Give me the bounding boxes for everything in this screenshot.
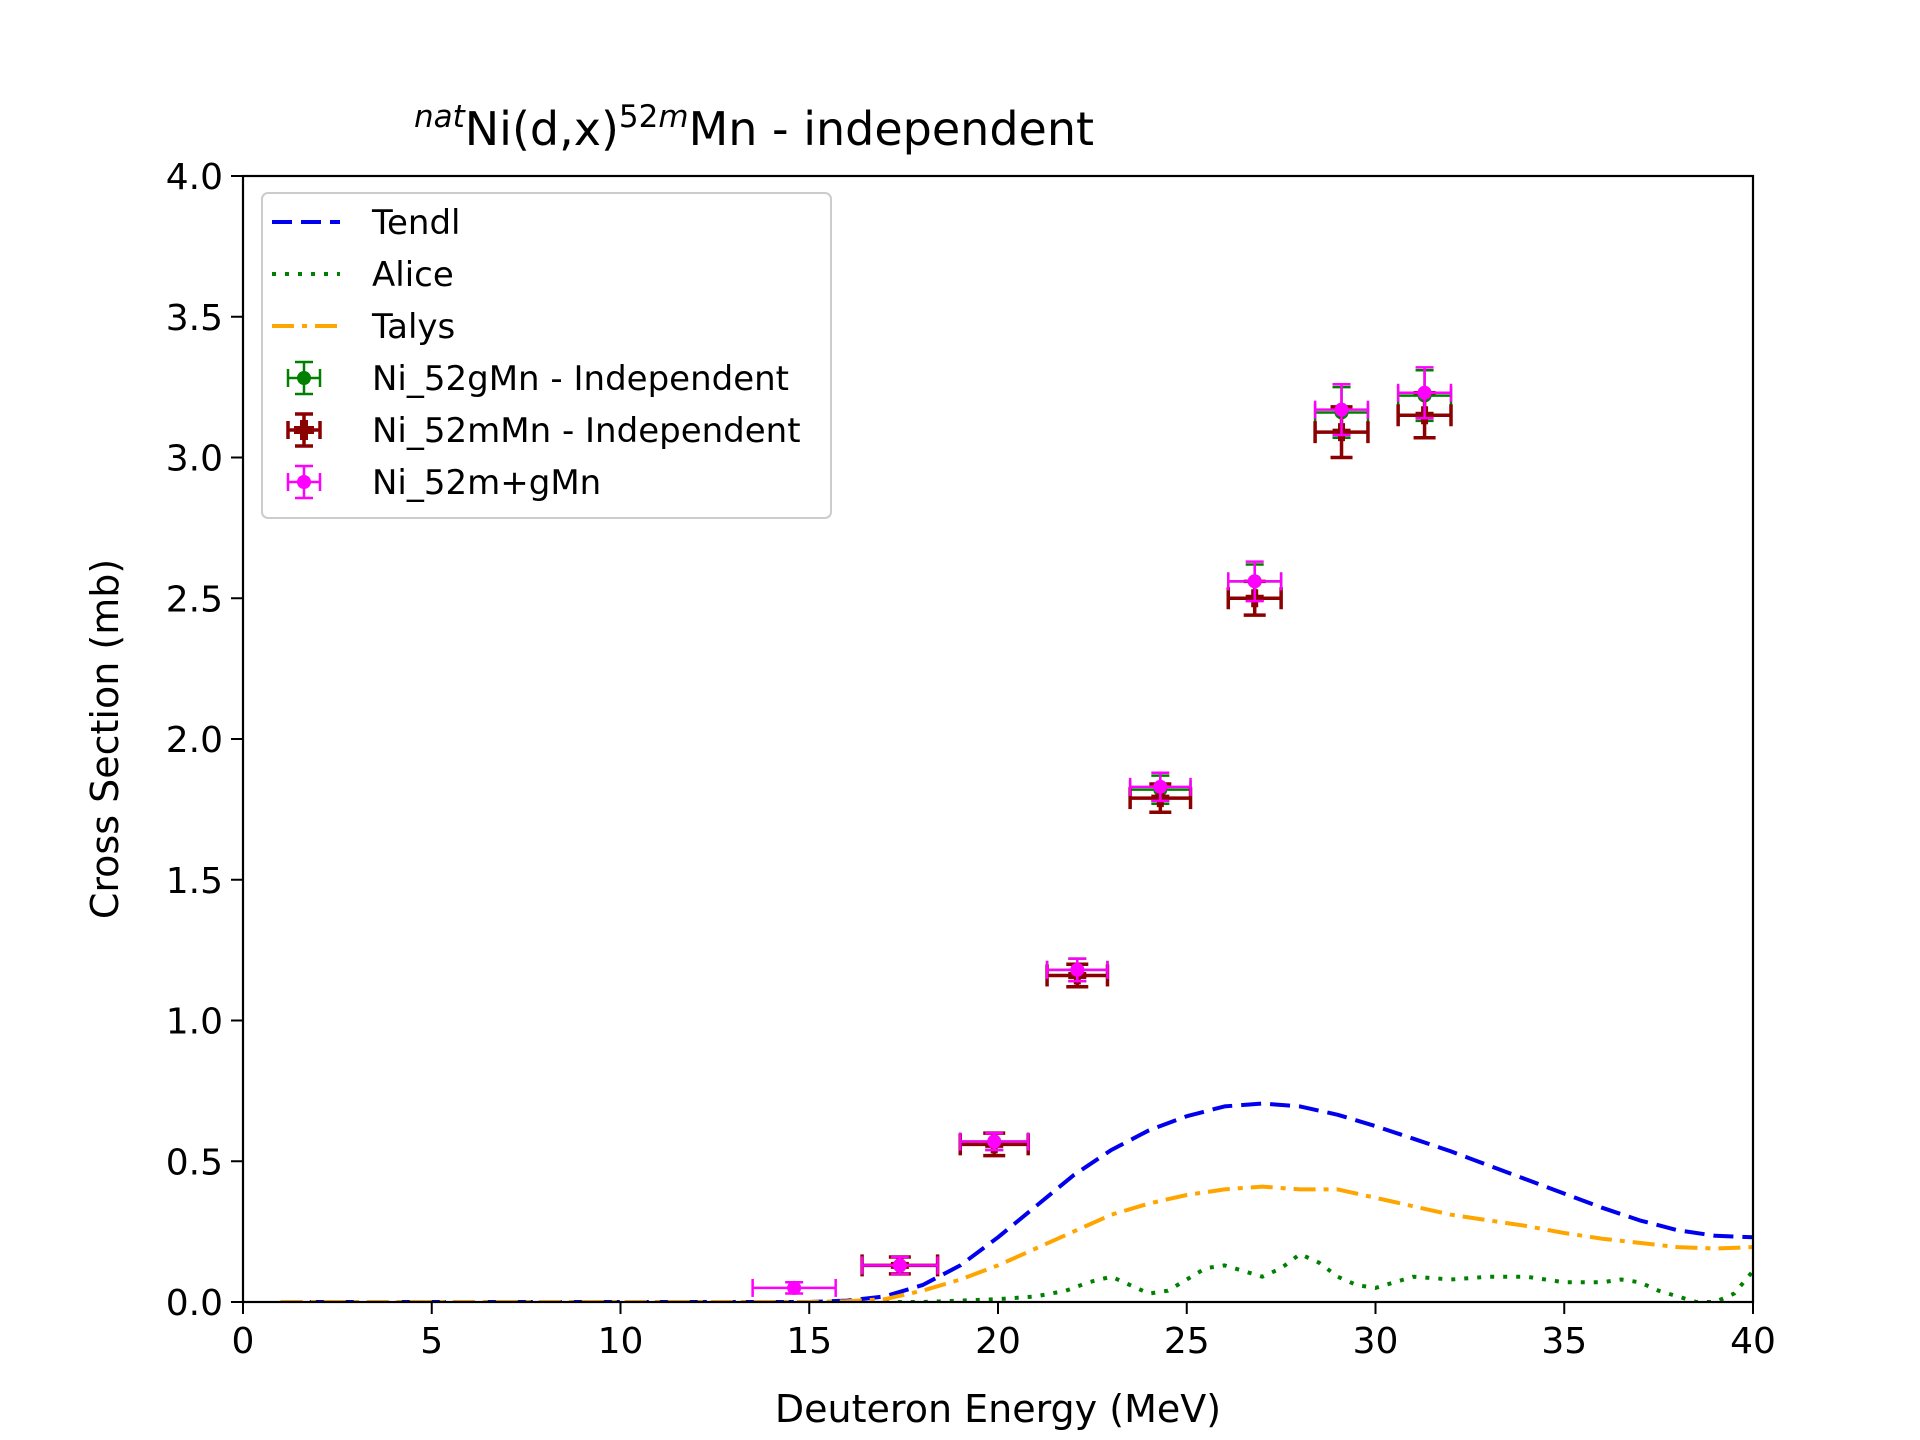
legend-marker	[300, 420, 308, 440]
data-point	[787, 1280, 802, 1295]
legend-box	[261, 192, 832, 519]
x-tick-label: 25	[1164, 1321, 1210, 1362]
y-tick-label: 2.5	[166, 579, 223, 620]
y-axis-label: Cross Section (mb)	[83, 559, 127, 919]
title-element: Ni(d,x)	[465, 102, 619, 156]
x-tick-label: 0	[232, 1321, 255, 1362]
title-superscript-mass: 52	[619, 99, 658, 135]
axis-ticks: 0 5 10 15 20 25 30 35 40 0.0 0.5 1.0 1.5 2.0 2.5 3.0 3.5…	[166, 157, 1776, 1362]
legend-label: Talys	[371, 307, 455, 347]
y-tick-label: 3.0	[166, 439, 223, 480]
data-point	[987, 1134, 1002, 1149]
title-tail: Mn - independent	[689, 102, 1094, 156]
x-tick-label: 40	[1730, 1321, 1776, 1362]
x-tick-label: 5	[420, 1321, 443, 1362]
y-tick-label: 0.0	[166, 1283, 223, 1324]
series-3	[751, 366, 1453, 1297]
chart-title: natNi(d,x)52mMn - independent	[414, 99, 1094, 156]
legend-label: Ni_52m+gMn	[372, 463, 601, 503]
y-tick-label: 4.0	[166, 157, 223, 198]
title-superscript-m: m	[658, 99, 688, 135]
y-tick-label: 2.0	[166, 720, 223, 761]
y-tick-label: 1.5	[166, 861, 223, 902]
data-point	[1070, 962, 1085, 977]
data-point	[1334, 402, 1349, 417]
plot-area	[280, 366, 1753, 1302]
data-point	[892, 1258, 907, 1273]
curve-talys	[280, 1184, 1753, 1302]
legend: Tendl Alice Talys Ni_52gMn - Independent Ni_…	[261, 192, 832, 519]
legend-label: Tendl	[371, 203, 461, 243]
x-tick-label: 30	[1353, 1321, 1399, 1362]
curve-alice	[884, 1252, 1753, 1302]
errorbar	[1128, 771, 1192, 803]
x-tick-label: 20	[975, 1321, 1021, 1362]
legend-marker	[297, 371, 311, 385]
y-tick-label: 0.5	[166, 1142, 223, 1183]
x-tick-label: 35	[1541, 1321, 1587, 1362]
x-axis-label: Deuteron Energy (MeV)	[775, 1387, 1221, 1431]
data-point	[1153, 779, 1168, 794]
x-tick-label: 15	[786, 1321, 832, 1362]
legend-marker	[297, 475, 311, 489]
legend-label: Alice	[372, 255, 454, 295]
data-point	[1417, 385, 1432, 400]
y-tick-label: 1.0	[166, 1002, 223, 1043]
title-superscript-nat: nat	[414, 99, 467, 135]
x-tick-label: 10	[598, 1321, 644, 1362]
legend-label: Ni_52mMn - Independent	[372, 411, 801, 451]
y-tick-label: 3.5	[166, 298, 223, 339]
data-point	[1247, 574, 1262, 589]
legend-label: Ni_52gMn - Independent	[372, 359, 789, 399]
axes-frame	[241, 174, 1755, 1304]
